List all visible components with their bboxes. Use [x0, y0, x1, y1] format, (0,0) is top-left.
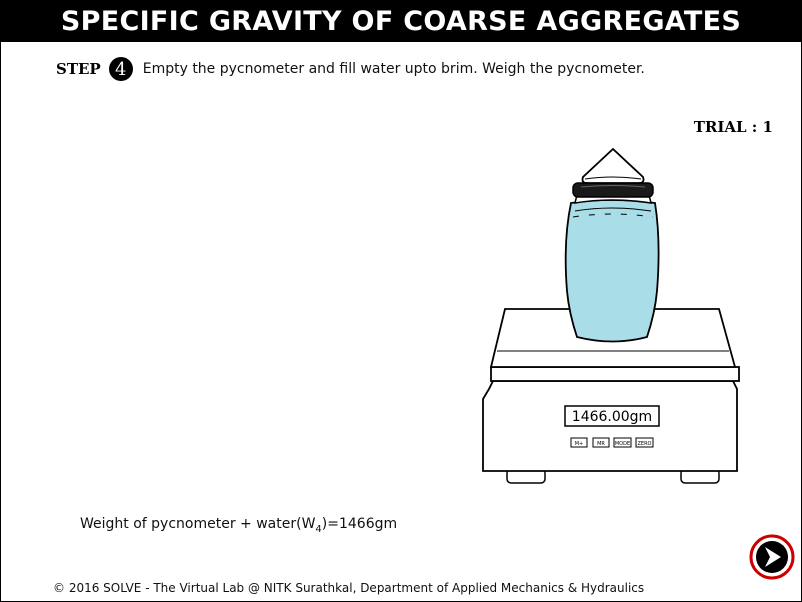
- scale-display: [564, 405, 660, 427]
- scale-top-tier: [490, 366, 740, 382]
- page-title: SPECIFIC GRAVITY OF COARSE AGGREGATES: [1, 1, 801, 42]
- svg-text:MR: MR: [597, 441, 605, 447]
- scale-button-zero[interactable]: ZERO: [635, 437, 654, 448]
- scale-button-mode[interactable]: MODE: [613, 437, 632, 448]
- scale-button-mr[interactable]: MR: [592, 437, 610, 448]
- svg-text:M+: M+: [575, 441, 584, 447]
- result-weight: Weight of pycnometer + water(W4)=1466gm: [80, 516, 397, 535]
- next-button[interactable]: [749, 534, 795, 580]
- scale-display-value: 1466.00gm: [572, 409, 652, 425]
- result-text-prefix: Weight of pycnometer + water(W: [80, 516, 316, 532]
- weighing-scene: 1466.00gm M+ MR MODE ZERO: [482, 147, 740, 484]
- svg-text:ZERO: ZERO: [638, 441, 652, 447]
- pycnometer-water-body: [564, 199, 660, 343]
- result-text-suffix: )=1466gm: [321, 516, 398, 532]
- pycnometer-cone: [581, 147, 645, 184]
- pycnometer: [564, 147, 660, 343]
- step-text: Empty the pycnometer and fill water upto…: [142, 61, 645, 77]
- result-subscript: 4: [315, 523, 322, 535]
- step-number-badge: 4: [108, 57, 133, 81]
- scale-button-mplus[interactable]: M+: [570, 437, 588, 448]
- step-label: STEP: [56, 60, 101, 78]
- footer-credit: © 2016 SOLVE - The Virtual Lab @ NITK Su…: [53, 581, 645, 595]
- trial-label: TRIAL : 1: [693, 118, 773, 136]
- next-arrow-glyph: [765, 547, 781, 567]
- svg-text:MODE: MODE: [615, 441, 630, 447]
- step-instruction: STEP 4 Empty the pycnometer and fill wat…: [56, 56, 645, 82]
